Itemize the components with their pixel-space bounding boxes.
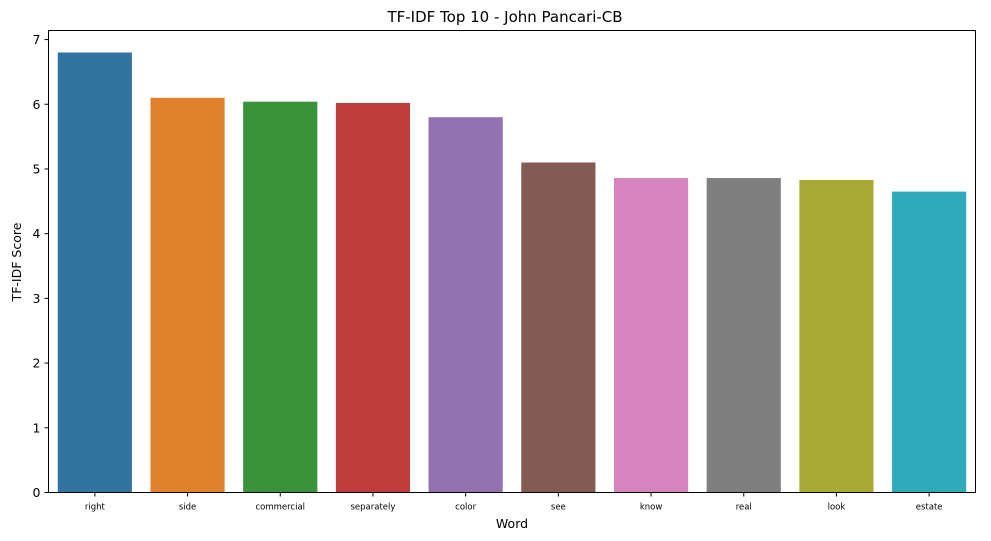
x-tick-label: look xyxy=(828,503,846,513)
x-tick-label: side xyxy=(179,503,196,513)
x-axis: right side commercial separately color see kno… xyxy=(85,492,943,513)
x-tick-label: estate xyxy=(916,503,943,513)
bar-side xyxy=(150,97,225,493)
chart-title: TF-IDF Top 10 - John Pancari-CB xyxy=(386,8,622,26)
x-tick-label: separately xyxy=(350,503,395,513)
y-axis-label: TF-IDF Score xyxy=(9,222,24,302)
x-tick-label: color xyxy=(455,503,476,513)
y-tick-label: 2 xyxy=(33,356,41,371)
y-tick-label: 3 xyxy=(33,291,41,306)
y-tick-label: 4 xyxy=(33,226,41,241)
x-tick-label: commercial xyxy=(255,503,305,513)
x-tick-label: real xyxy=(736,503,752,513)
bar-color xyxy=(428,117,503,493)
bar-separately xyxy=(335,102,411,493)
x-tick-label: see xyxy=(551,503,566,513)
bar-real xyxy=(706,178,781,493)
bar-look xyxy=(799,179,874,493)
bar-see xyxy=(521,162,596,493)
bar-estate xyxy=(892,191,967,493)
plot-frame xyxy=(48,30,976,493)
y-tick-label: 6 xyxy=(33,97,41,112)
y-tick-label: 7 xyxy=(33,32,41,47)
bar-commercial xyxy=(243,101,318,493)
y-tick-label: 5 xyxy=(33,161,41,176)
bar-right xyxy=(57,52,132,493)
x-axis-label: Word xyxy=(496,516,528,531)
x-tick-label: know xyxy=(640,503,663,513)
y-tick-label: 0 xyxy=(33,485,41,500)
bars-group xyxy=(57,52,967,493)
y-axis: 0 1 2 3 4 5 6 7 xyxy=(33,32,49,500)
bar-know xyxy=(613,178,689,493)
x-tick-label: right xyxy=(85,503,106,513)
y-tick-label: 1 xyxy=(33,420,41,435)
